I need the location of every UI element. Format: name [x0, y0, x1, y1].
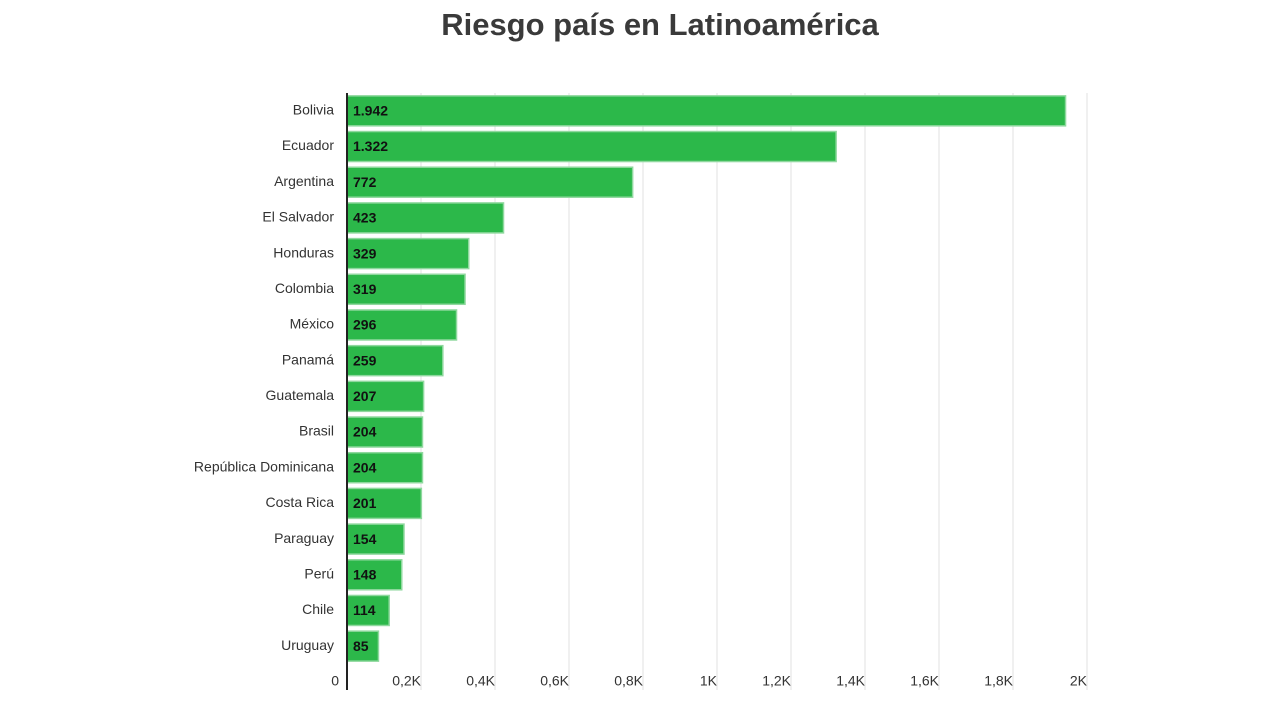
y-tick-label: El Salvador [262, 209, 334, 225]
chart-title: Riesgo país en Latinoamérica [441, 7, 879, 42]
y-tick-label: Uruguay [281, 637, 334, 653]
value-label: 259 [353, 352, 377, 368]
value-label: 1.942 [353, 103, 388, 119]
y-tick-label: Paraguay [274, 530, 334, 546]
y-tick-label: Bolivia [293, 102, 334, 118]
y-tick-label: Chile [302, 601, 334, 617]
bar [346, 130, 837, 163]
value-label: 85 [353, 638, 369, 654]
x-tick-label: 2K [1070, 673, 1088, 689]
bar [346, 380, 425, 413]
bar [346, 487, 423, 520]
y-tick-label: Ecuador [282, 137, 334, 153]
y-tick-label: México [290, 316, 335, 332]
bar [346, 416, 424, 448]
x-tick-label: 0,6K [540, 673, 569, 689]
y-tick-label: Honduras [273, 244, 334, 260]
x-tick-label: 1K [700, 673, 718, 689]
y-tick-label: Perú [304, 565, 334, 581]
x-tick-label: 1,4K [836, 673, 865, 689]
value-label: 114 [353, 602, 376, 618]
value-label: 207 [353, 388, 377, 404]
value-label: 201 [353, 495, 377, 511]
value-label: 772 [353, 174, 377, 190]
bar [346, 237, 470, 270]
y-tick-label: Costa Rica [266, 494, 335, 510]
x-tick-label: 0,2K [392, 673, 421, 689]
bar [346, 344, 444, 377]
value-label: 319 [353, 281, 377, 297]
y-tick-label: Panamá [282, 351, 334, 367]
value-label: 1.322 [353, 138, 388, 154]
value-label: 148 [353, 566, 377, 582]
value-label: 423 [353, 210, 377, 226]
bar [346, 95, 1067, 127]
value-label: 329 [353, 245, 377, 261]
bar [346, 523, 405, 555]
bar [346, 166, 634, 198]
y-tick-label: Argentina [274, 173, 334, 189]
x-tick-label: 0,8K [614, 673, 643, 689]
x-tick-label: 0,4K [466, 673, 495, 689]
bar [346, 309, 458, 341]
y-tick-label: República Dominicana [194, 458, 334, 474]
x-tick-label: 1,8K [984, 673, 1013, 689]
x-tick-label: 1,6K [910, 673, 939, 689]
x-tick-label: 1,2K [762, 673, 791, 689]
bar [346, 202, 505, 234]
y-tick-label: Brasil [299, 423, 334, 439]
x-tick-label: 0 [331, 673, 339, 689]
value-label: 154 [353, 531, 377, 547]
value-label: 204 [353, 424, 377, 440]
y-tick-label: Guatemala [266, 387, 335, 403]
value-label: 296 [353, 317, 377, 333]
value-label: 204 [353, 459, 377, 475]
y-tick-label: Colombia [275, 280, 334, 296]
